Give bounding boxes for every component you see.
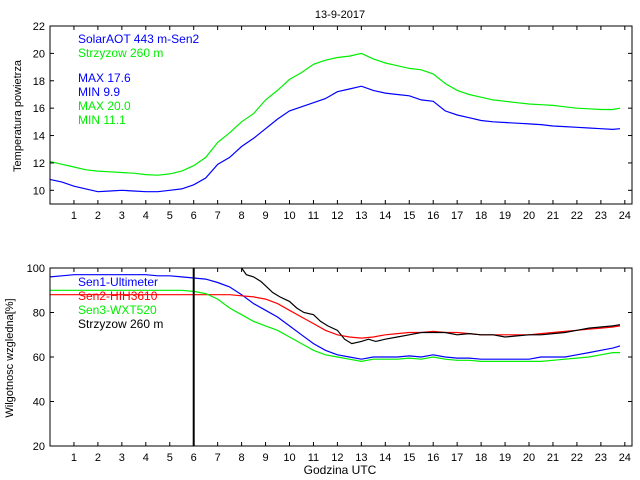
- x-tick-label-0-10: 10: [283, 210, 295, 222]
- y-tick-label-1-80: 80: [33, 308, 45, 320]
- humidity-legend-item-sen1: Sen1-Ultimeter: [78, 275, 158, 289]
- x-tick-label-0-16: 16: [427, 210, 439, 222]
- humidity-y-axis-label: Wilgotnosc wzgledna[%]: [4, 298, 16, 417]
- x-tick-label-1-4: 4: [143, 452, 149, 464]
- x-tick-label-1-5: 5: [167, 452, 173, 464]
- series-line-1-2: [50, 289, 620, 363]
- x-tick-label-1-24: 24: [619, 452, 631, 464]
- series-line-0-0: [49, 85, 621, 193]
- x-tick-label-1-18: 18: [475, 452, 487, 464]
- x-tick-label-0-7: 7: [215, 210, 221, 222]
- x-tick-label-0-4: 4: [143, 210, 149, 222]
- y-tick-label-0-10: 10: [33, 185, 45, 197]
- figure-title: 13-9-2017: [315, 9, 365, 21]
- x-tick-label-0-22: 22: [571, 210, 583, 222]
- x-tick-label-0-20: 20: [523, 210, 535, 222]
- x-tick-label-0-19: 19: [499, 210, 511, 222]
- x-tick-label-1-11: 11: [308, 452, 319, 464]
- x-tick-label-1-15: 15: [403, 452, 415, 464]
- x-tick-label-1-6: 6: [191, 452, 197, 464]
- x-tick-label-0-17: 17: [451, 210, 463, 222]
- x-tick-label-0-15: 15: [403, 210, 415, 222]
- temperature-stat-max-sen2: MAX 17.6: [78, 71, 131, 85]
- x-tick-label-0-1: 1: [71, 210, 77, 222]
- x-tick-label-1-7: 7: [215, 452, 221, 464]
- x-tick-label-0-23: 23: [595, 210, 607, 222]
- x-tick-label-1-8: 8: [239, 452, 245, 464]
- x-tick-label-1-9: 9: [262, 452, 268, 464]
- series-line-0-1: [49, 52, 621, 176]
- y-tick-label-0-14: 14: [33, 131, 45, 143]
- x-tick-label-0-9: 9: [262, 210, 268, 222]
- x-tick-label-0-24: 24: [619, 210, 631, 222]
- x-tick-label-0-14: 14: [379, 210, 391, 222]
- y-tick-label-1-40: 40: [33, 397, 45, 409]
- x-tick-label-1-2: 2: [95, 452, 101, 464]
- x-tick-label-1-13: 13: [355, 452, 367, 464]
- x-tick-label-1-22: 22: [571, 452, 583, 464]
- series-line-1-3: [241, 267, 621, 345]
- x-tick-label-0-8: 8: [239, 210, 245, 222]
- series-line-1-0: [49, 274, 621, 360]
- y-tick-label-1-60: 60: [33, 352, 45, 364]
- x-tick-label-0-6: 6: [191, 210, 197, 222]
- temperature-chart: 1 2 3 4 5 6 7 8 9 10 11 12 13 14 15 16 17 18 19 20 21 22 23 241…: [33, 21, 633, 222]
- temperature-stat-max-strzyzow: MAX 20.0: [78, 99, 131, 113]
- y-tick-label-0-22: 22: [33, 21, 45, 33]
- x-tick-label-0-11: 11: [308, 210, 319, 222]
- x-tick-label-0-3: 3: [119, 210, 125, 222]
- x-tick-label-1-14: 14: [379, 452, 391, 464]
- x-tick-label-1-12: 12: [331, 452, 343, 464]
- x-tick-label-0-18: 18: [475, 210, 487, 222]
- temperature-legend-item-strzyzow: Strzyzow 260 m: [78, 46, 163, 60]
- x-tick-label-1-1: 1: [71, 452, 77, 464]
- x-tick-label-1-10: 10: [283, 452, 295, 464]
- y-tick-label-0-20: 20: [33, 48, 45, 60]
- humidity-legend-item-sen2: Sen2-HIH3610: [78, 289, 158, 303]
- x-tick-label-0-12: 12: [331, 210, 343, 222]
- x-tick-label-0-2: 2: [95, 210, 101, 222]
- plot-frame-0: [49, 25, 633, 205]
- temperature-legend-item-sen2: SolarAOT 443 m-Sen2: [78, 32, 199, 46]
- x-tick-label-1-17: 17: [451, 452, 463, 464]
- humidity-chart: 1 2 3 4 5 6 7 8 9 10 11 12 13 14 15 16 17 18 19 20 21 22 23 242…: [27, 263, 633, 464]
- y-tick-label-1-20: 20: [33, 441, 45, 453]
- x-tick-label-0-21: 21: [547, 210, 559, 222]
- x-tick-label-0-13: 13: [355, 210, 367, 222]
- humidity-x-axis-label: Godzina UTC: [304, 463, 377, 477]
- x-tick-label-1-23: 23: [595, 452, 607, 464]
- x-tick-label-1-20: 20: [523, 452, 535, 464]
- y-tick-label-1-100: 100: [27, 263, 45, 275]
- temperature-y-axis-label: Temperatura powietrza: [12, 59, 24, 172]
- x-tick-label-1-16: 16: [427, 452, 439, 464]
- x-tick-label-1-21: 21: [547, 452, 559, 464]
- humidity-legend-item-strzyzow: Strzyzow 260 m: [78, 317, 163, 331]
- temperature-stat-min-sen2: MIN 9.9: [78, 85, 120, 99]
- x-tick-label-0-5: 5: [167, 210, 173, 222]
- x-tick-label-1-3: 3: [119, 452, 125, 464]
- x-tick-label-1-19: 19: [499, 452, 511, 464]
- y-tick-label-0-12: 12: [33, 158, 45, 170]
- y-tick-label-0-16: 16: [33, 103, 45, 115]
- humidity-legend-item-sen3: Sen3-WXT520: [78, 303, 157, 317]
- temperature-stat-min-strzyzow: MIN 11.1: [78, 113, 126, 127]
- y-tick-label-0-18: 18: [33, 76, 45, 88]
